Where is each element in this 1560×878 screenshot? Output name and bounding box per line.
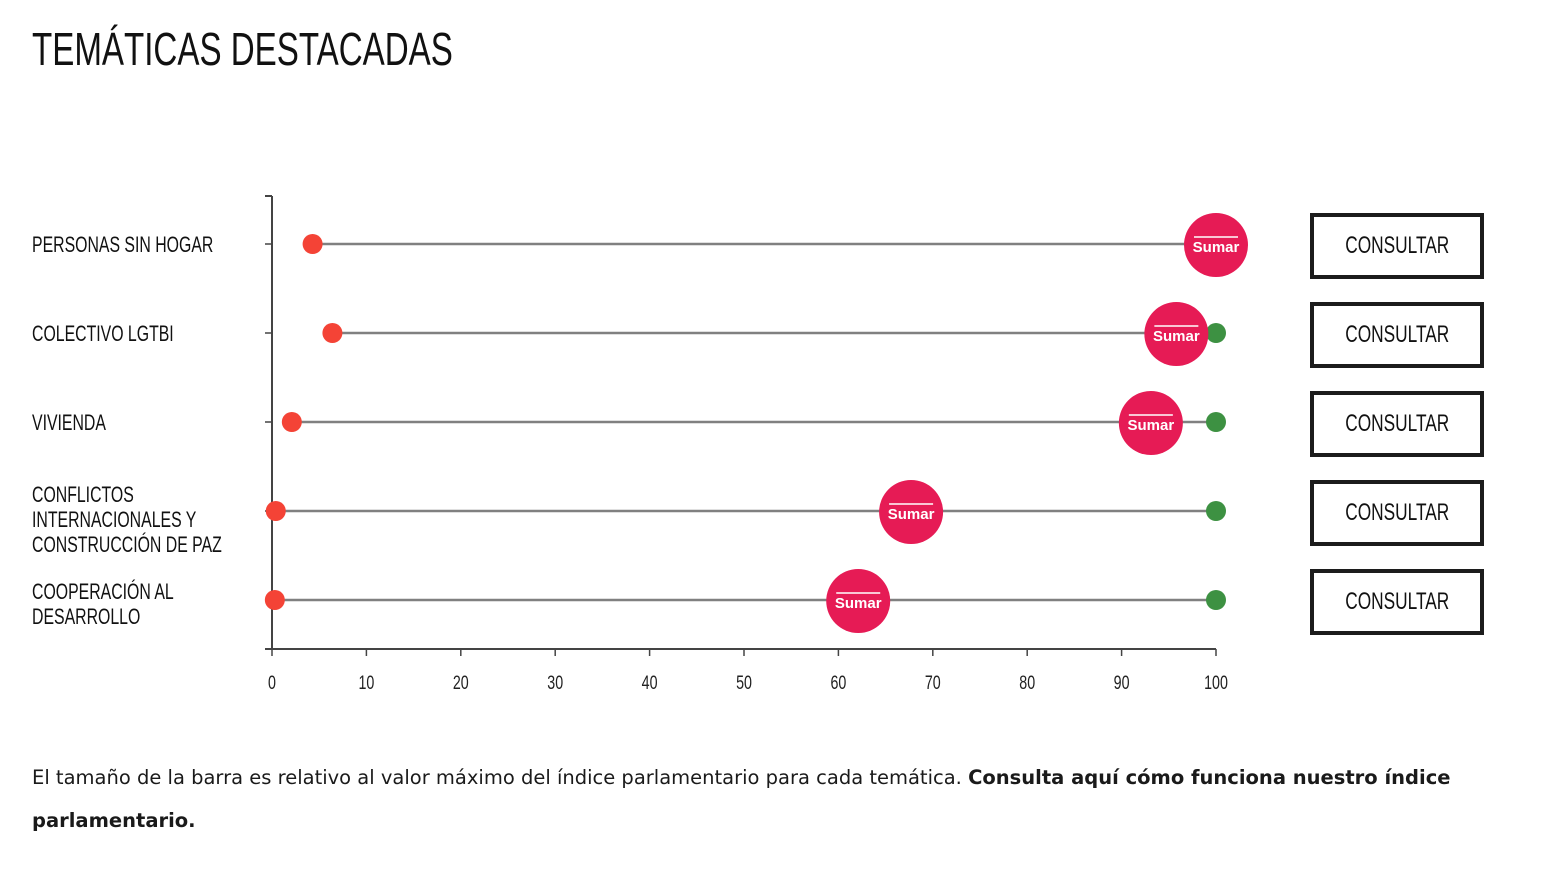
row-label: VIVIENDA <box>32 410 135 435</box>
x-tick-label: 40 <box>642 672 658 693</box>
dumbbell-chart: 0 10 20 30 40 50 60 70 80 90 100 Sumar Sumar Sumar Sum… <box>264 195 1248 694</box>
sumar-logo-text: Sumar <box>1153 328 1200 345</box>
row-label-line: COLECTIVO LGTBI <box>32 321 174 346</box>
consultar-button-label: CONSULTAR <box>1344 410 1450 437</box>
row-label-line: DESARROLLO <box>32 604 141 629</box>
x-tick-label: 80 <box>1019 672 1035 693</box>
max-dot <box>1206 323 1226 343</box>
sumar-logo-text: Sumar <box>835 595 882 612</box>
consultar-button-label: CONSULTAR <box>1344 588 1450 615</box>
min-dot <box>281 412 302 432</box>
sumar-marker <box>826 569 891 633</box>
row-label-line: CONSTRUCCIÓN DE PAZ <box>32 532 222 557</box>
x-tick-label: 50 <box>736 672 752 693</box>
consultar-button-label: CONSULTAR <box>1344 321 1450 348</box>
consultar-button[interactable]: CONSULTAR <box>1310 302 1484 368</box>
sumar-logo-text: Sumar <box>1128 417 1175 434</box>
consultar-button[interactable]: CONSULTAR <box>1310 213 1484 279</box>
sumar-logo-text: Sumar <box>1193 239 1240 256</box>
consultar-button[interactable]: CONSULTAR <box>1310 569 1484 635</box>
sumar-logo-text: Sumar <box>888 506 935 523</box>
min-dot <box>264 590 285 610</box>
consultar-button-label: CONSULTAR <box>1344 232 1450 259</box>
x-tick-label: 60 <box>830 672 846 693</box>
sumar-marker <box>1184 213 1248 277</box>
min-dot <box>265 501 286 521</box>
consultar-button[interactable]: CONSULTAR <box>1310 480 1484 546</box>
row-label-line: CONFLICTOS <box>32 482 134 507</box>
row-label-line: PERSONAS SIN HOGAR <box>32 232 214 257</box>
consultar-button[interactable]: CONSULTAR <box>1310 391 1484 457</box>
row-label: COLECTIVO LGTBI <box>32 321 229 346</box>
max-dot <box>1206 412 1226 432</box>
x-tick-label: 30 <box>547 672 563 693</box>
min-dot <box>302 234 323 254</box>
row-label-line: INTERNACIONALES Y <box>32 507 197 532</box>
footnote: El tamaño de la barra es relativo al val… <box>32 766 1451 832</box>
row-label-line: VIVIENDA <box>32 410 106 435</box>
row-label: CONFLICTOS INTERNACIONALES Y CONSTRUCCIÓN … <box>32 482 296 557</box>
max-dot <box>1206 501 1226 521</box>
row-label: PERSONAS SIN HOGAR <box>32 232 284 257</box>
x-tick-label: 10 <box>358 672 374 693</box>
consultar-button-label: CONSULTAR <box>1344 499 1450 526</box>
row-label: COOPERACIÓN AL DESARROLLO <box>32 579 229 629</box>
sumar-marker <box>1144 302 1209 366</box>
x-tick-label: 20 <box>453 672 469 693</box>
row-label-line: COOPERACIÓN AL <box>32 579 174 604</box>
sumar-marker <box>1118 391 1183 455</box>
sumar-marker <box>879 480 944 544</box>
x-tick-label: 100 <box>1204 672 1228 693</box>
x-tick-label: 0 <box>268 672 276 693</box>
min-dot <box>322 323 343 343</box>
x-tick-label: 90 <box>1114 672 1130 693</box>
index-explanation-link[interactable]: Consulta aquí cómo funciona nuestro índi… <box>32 766 1451 832</box>
max-dot <box>1206 590 1226 610</box>
page-title: TEMÁTICAS DESTACADAS <box>32 23 453 75</box>
x-tick-label: 70 <box>925 672 941 693</box>
